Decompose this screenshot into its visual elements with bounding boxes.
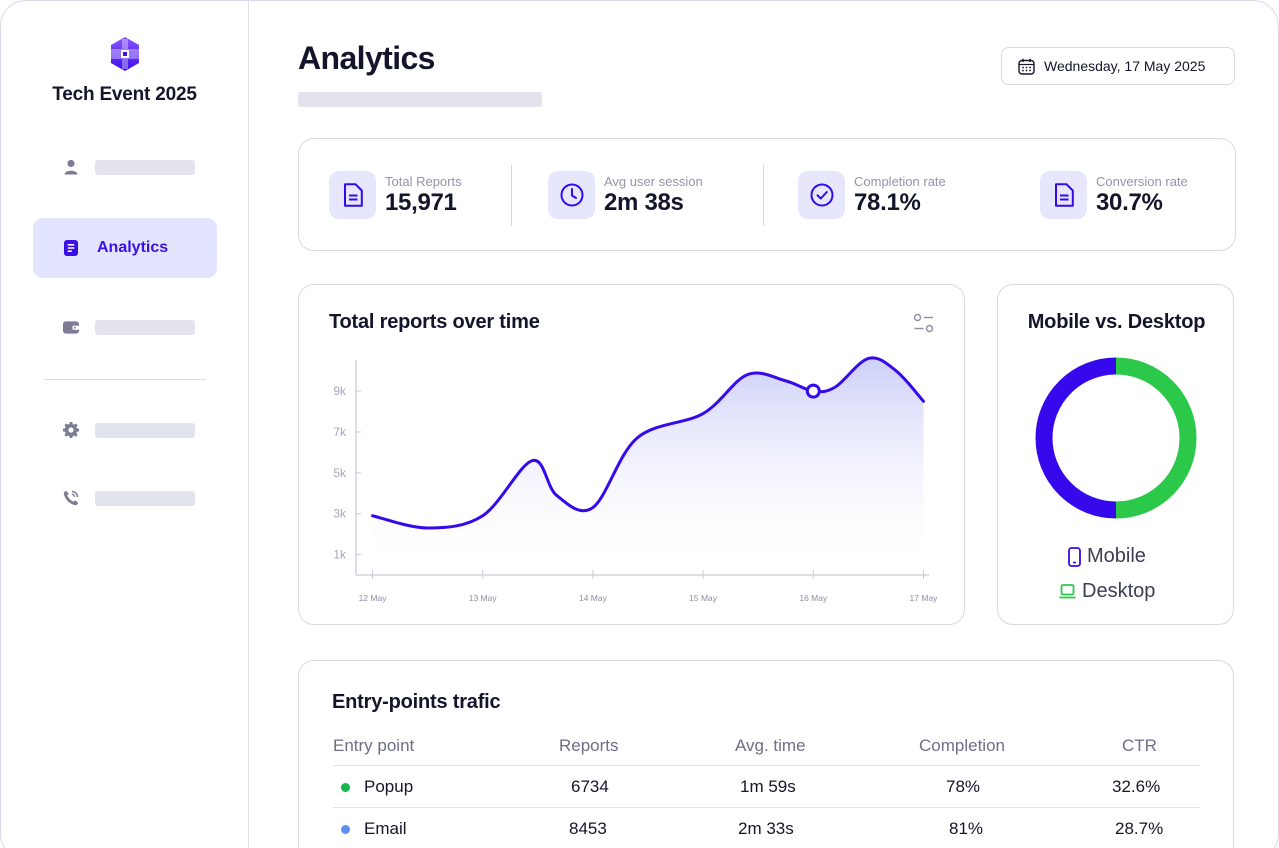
y-tick-label: 5k	[333, 466, 347, 480]
x-tick-label: 12 May	[359, 593, 388, 603]
stat-label: Completion rate	[854, 174, 946, 189]
x-tick-label: 14 May	[579, 593, 608, 603]
cell-ctr: 32.6%	[1112, 777, 1161, 796]
page-title: Analytics	[298, 40, 435, 76]
sidebar-item-calls[interactable]	[33, 468, 217, 528]
status-dot	[341, 783, 350, 792]
date-picker-button[interactable]: Wednesday, 17 May 2025	[1001, 47, 1235, 85]
stat-value: 15,971	[385, 189, 457, 216]
table-row[interactable]: Popup 6734 1m 59s 78% 32.6%	[333, 765, 1200, 807]
sidebar-item-placeholder	[95, 422, 195, 438]
stat-label: Total Reports	[385, 174, 462, 189]
column-header: Avg. time	[735, 736, 806, 755]
y-tick-label: 3k	[333, 507, 347, 521]
sidebar-item-placeholder	[95, 490, 195, 506]
column-header: Entry point	[333, 736, 415, 755]
date-label: Wednesday, 17 May 2025	[1044, 58, 1206, 74]
stat-value: 2m 38s	[604, 189, 684, 216]
document-icon	[1040, 171, 1087, 219]
clock-icon	[548, 171, 595, 219]
sidebar-item-profile[interactable]	[33, 137, 217, 197]
stat-conversion-rate: Conversion rate 30.7%	[1040, 171, 1188, 219]
stat-completion-rate: Completion rate 78.1%	[798, 171, 946, 219]
subtitle-placeholder	[298, 92, 542, 107]
stat-value: 30.7%	[1096, 189, 1163, 216]
laptop-icon	[1059, 583, 1076, 600]
sidebar: Tech Event 2025 Analytics	[0, 0, 249, 848]
table-row[interactable]: Email 8453 2m 33s 81% 28.7%	[333, 807, 1200, 848]
stats-card: Total Reports 15,971 Avg user session 2m…	[298, 138, 1236, 251]
status-dot	[341, 825, 350, 834]
stat-label: Conversion rate	[1096, 174, 1188, 189]
sidebar-item-analytics[interactable]: Analytics	[33, 218, 217, 278]
gear-icon	[63, 422, 79, 438]
reports-chart-card: Total reports over time 1k 3k 5k 7k 9k 12 May…	[298, 284, 965, 625]
table-header: Entry point Reports Avg. time Completion…	[333, 735, 1200, 767]
x-tick-label: 15 May	[689, 593, 718, 603]
column-header: Reports	[559, 736, 619, 755]
stat-value: 78.1%	[854, 189, 921, 216]
legend-desktop: Desktop	[1059, 580, 1155, 603]
wallet-icon	[63, 319, 79, 335]
logo-icon	[110, 37, 139, 71]
document-icon	[329, 171, 376, 219]
sidebar-item-label: Analytics	[97, 239, 169, 256]
column-header: Completion	[919, 736, 1005, 755]
y-tick-label: 9k	[333, 384, 347, 398]
x-tick-label: 17 May	[910, 593, 939, 603]
sidebar-item-settings[interactable]	[33, 400, 217, 460]
cell-avg-time: 2m 33s	[738, 819, 794, 838]
column-header: CTR	[1122, 736, 1157, 755]
stat-divider	[763, 165, 764, 226]
legend-mobile: Mobile	[1068, 545, 1146, 568]
check-circle-icon	[798, 171, 845, 219]
stat-divider	[511, 165, 512, 226]
donut-slice-mobile	[1035, 357, 1117, 519]
cell-reports: 8453	[569, 819, 607, 838]
x-tick-label: 13 May	[469, 593, 498, 603]
cell-ctr: 28.7%	[1115, 819, 1164, 838]
line-chart: 1k 3k 5k 7k 9k 12 May 13 May 14 May 15 May 16 May…	[333, 356, 939, 603]
mobile-icon	[1068, 546, 1081, 567]
donut-chart	[1035, 357, 1197, 519]
y-tick-label: 7k	[333, 425, 347, 439]
donut-title: Mobile vs. Desktop	[1027, 311, 1206, 333]
sidebar-item-placeholder	[95, 319, 195, 335]
cell-entry-point: Popup	[364, 777, 414, 796]
x-tick-label: 16 May	[799, 593, 828, 603]
chart-title: Total reports over time	[329, 311, 540, 333]
sidebar-item-placeholder	[95, 159, 195, 175]
y-tick-label: 1k	[333, 548, 347, 562]
cell-reports: 6734	[571, 777, 609, 796]
entry-points-card: Entry-points trafic Entry point Reports …	[298, 660, 1234, 848]
area-fill	[372, 357, 924, 575]
cell-entry-point: Email	[364, 819, 407, 838]
brand-name: Tech Event 2025	[52, 84, 197, 105]
legend-label: Mobile	[1087, 545, 1146, 567]
series-line	[371, 356, 925, 530]
sidebar-divider	[44, 379, 206, 380]
cell-completion: 78%	[946, 777, 981, 796]
calendar-icon	[1018, 58, 1035, 75]
highlighted-point	[805, 383, 821, 399]
filter-icon[interactable]	[913, 313, 935, 334]
user-icon	[63, 159, 79, 175]
stat-total-reports: Total Reports 15,971	[329, 171, 462, 219]
stat-label: Avg user session	[604, 174, 703, 189]
legend-label: Desktop	[1082, 580, 1156, 602]
cell-completion: 81%	[949, 819, 984, 838]
phone-icon	[63, 490, 79, 506]
table-title: Entry-points trafic	[332, 691, 501, 713]
cell-avg-time: 1m 59s	[740, 777, 796, 796]
document-icon	[63, 240, 79, 256]
sidebar-item-wallet[interactable]	[33, 297, 217, 357]
donut-slice-desktop	[1115, 357, 1197, 519]
brand: Tech Event 2025	[0, 36, 249, 106]
device-split-card: Mobile vs. Desktop Mobile Desktop	[997, 284, 1234, 625]
stat-avg-session: Avg user session 2m 38s	[548, 171, 703, 219]
